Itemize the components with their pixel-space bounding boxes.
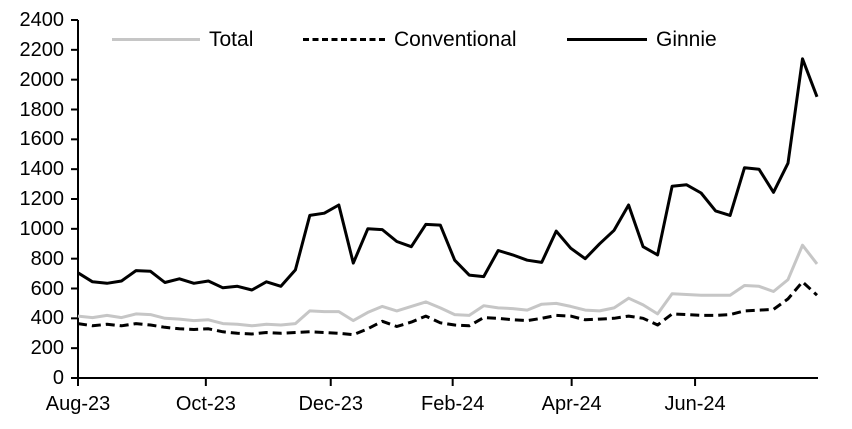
legend-label-conventional: Conventional	[394, 27, 517, 51]
y-axis-tick-label: 200	[30, 337, 64, 360]
x-axis-tick-label: Oct-23	[175, 393, 236, 415]
y-axis-tick-label: 1000	[19, 217, 65, 240]
ginnie-line-swatch-icon	[567, 37, 647, 41]
legend-label-ginnie: Ginnie	[656, 27, 717, 51]
legend-label-total: Total	[209, 27, 254, 51]
total-line-swatch-icon	[112, 37, 200, 41]
y-axis-tick-label: 2000	[19, 68, 65, 91]
y-axis-tick-label: 2200	[19, 38, 65, 61]
y-axis-tick-label: 800	[30, 247, 64, 270]
total-series-line	[77, 243, 819, 328]
x-axis-tick-label: Jun-24	[664, 393, 726, 415]
y-axis-tick-label: 400	[30, 307, 64, 330]
x-axis-tick-label: Aug-23	[45, 393, 111, 415]
y-axis-tick-label: 2400	[19, 9, 65, 31]
legend-item-ginnie: Ginnie	[567, 27, 717, 51]
legend-item-conventional: Conventional	[303, 27, 517, 51]
ginnie-series-line	[77, 57, 819, 292]
legend-item-total: Total	[112, 27, 253, 51]
conventional-series-line	[77, 280, 819, 337]
x-axis-tick-label: Feb-24	[420, 393, 485, 415]
y-axis-tick-label: 1200	[19, 188, 65, 210]
y-axis-tick-label: 0	[52, 367, 64, 389]
y-axis-tick-label: 1800	[19, 98, 65, 121]
y-axis-tick-label: 1600	[19, 128, 65, 151]
x-axis-tick-label: Apr-24	[541, 393, 602, 415]
y-axis-tick-label: 1400	[19, 158, 65, 181]
y-axis-tick-label: 600	[30, 277, 64, 300]
x-axis-tick-label: Dec-23	[298, 393, 363, 415]
conventional-line-swatch-icon	[303, 37, 385, 41]
